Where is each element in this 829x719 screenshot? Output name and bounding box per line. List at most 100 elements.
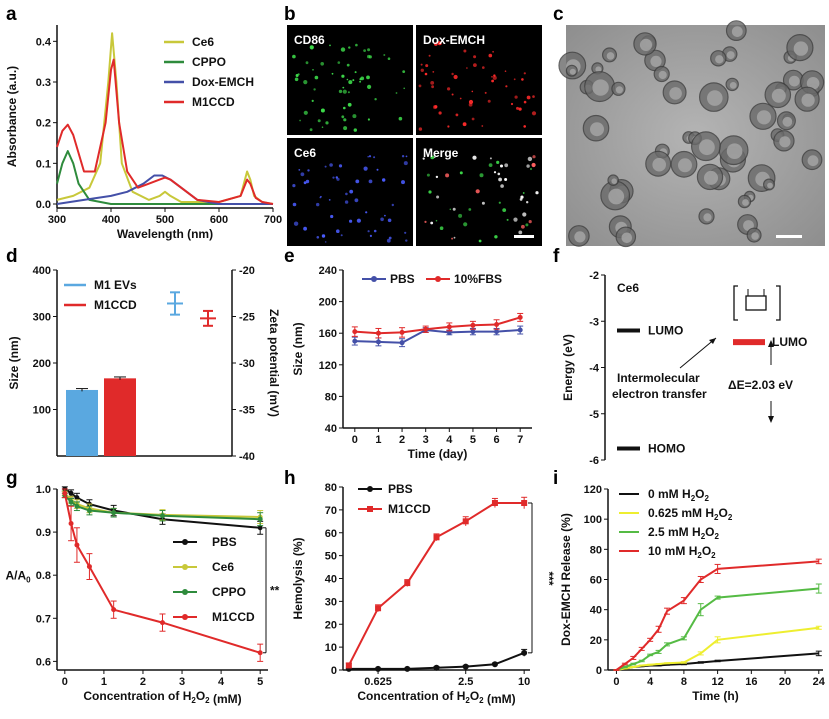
fluorescence-dot — [354, 198, 359, 203]
y-tick-label: 1.0 — [36, 484, 51, 496]
acceptor-lumo-label: LUMO — [772, 335, 807, 349]
vesicle-core — [592, 79, 609, 96]
fluorescence-dot — [430, 81, 435, 85]
fluorescence-dot — [453, 74, 458, 80]
vesicle-core — [569, 68, 576, 75]
x-tick-label: 600 — [210, 214, 228, 226]
y-tick-label: -4 — [589, 363, 600, 375]
y-tick-label: 0.3 — [36, 77, 51, 89]
fluorescence-dot — [387, 218, 392, 223]
fluorescence-dot — [473, 63, 477, 67]
x-tick-label: 5 — [257, 676, 263, 688]
fluorescence-dot — [432, 71, 435, 73]
ring — [745, 295, 767, 311]
data-point — [491, 661, 498, 668]
fluorescence-dot — [466, 67, 468, 69]
legend-label: Dox-EMCH — [192, 75, 254, 89]
fluorescence-dot — [459, 97, 462, 100]
x-tick-label: 2 — [399, 434, 405, 446]
series-line — [56, 150, 273, 205]
fluorescence-dot — [373, 156, 376, 159]
microscopy-grid: CD86 Dox-EMCH Ce6 Merge — [287, 25, 542, 246]
fluorescence-dot — [312, 69, 314, 71]
fluorescence-dot — [316, 202, 320, 207]
fluorescence-dot — [447, 125, 450, 128]
legend-label: CPPO — [212, 585, 246, 599]
fluorescence-dot — [488, 53, 493, 58]
data-point — [74, 542, 80, 548]
vesicle-core — [793, 41, 809, 56]
size-bar — [66, 389, 98, 456]
vesicle-core — [611, 178, 617, 184]
fluorescence-dot — [514, 95, 518, 99]
fluorescence-dot — [481, 201, 485, 205]
y-tick-label: 60 — [325, 528, 337, 540]
fluorescence-dot — [459, 171, 463, 175]
fluorescence-dot — [340, 234, 343, 237]
fluorescence-dot — [387, 57, 391, 60]
data-point — [257, 525, 263, 531]
fluorescence-dot — [293, 221, 299, 226]
fluorescence-dot — [451, 237, 454, 240]
y-tick-label: 20 — [325, 619, 337, 631]
fluorescence-dot — [500, 164, 503, 168]
fluorescence-dot — [363, 49, 366, 52]
fluorescence-dot — [439, 226, 444, 230]
legend-label: M1CCD — [212, 610, 255, 624]
y-tick-label: 60 — [590, 575, 602, 587]
legend-marker — [182, 564, 188, 570]
series-line — [616, 626, 819, 671]
x-tick-label: 6 — [494, 434, 500, 446]
fluorescence-dot — [482, 66, 485, 69]
fluorescence-dot — [354, 71, 357, 74]
y-tick-label: 30 — [325, 596, 337, 608]
fluorescence-dot — [513, 217, 518, 222]
fluorescence-dot — [489, 157, 492, 160]
fluorescence-dot — [487, 99, 491, 103]
panel-label-d: d — [6, 246, 18, 267]
vesicle-core — [615, 86, 624, 94]
fluorescence-dot — [523, 100, 527, 104]
panel-label-g: g — [6, 468, 18, 489]
fluorescence-dot — [529, 167, 533, 171]
x-axis-label: Concentration of H2O2 (mM) — [83, 689, 241, 706]
arrowhead — [768, 340, 774, 347]
y-axis-label: Size (nm) — [291, 322, 305, 375]
fluorescence-dot — [523, 72, 526, 75]
fluorescence-dot — [303, 226, 307, 231]
x-tick-label: 7 — [517, 434, 523, 446]
tem-image — [558, 20, 825, 248]
arrowhead — [768, 416, 774, 423]
fluorescence-dot — [522, 212, 527, 217]
fluorescence-dot — [348, 80, 353, 85]
y-axis-label: Absorbance (a.u.) — [5, 66, 19, 167]
data-point — [399, 340, 405, 346]
fluorescence-dot — [295, 74, 299, 77]
panel-label-i: i — [553, 468, 558, 489]
fluorescence-dot — [458, 213, 463, 218]
fluorescence-dot — [359, 80, 361, 83]
y-tick-label: -5 — [589, 409, 599, 421]
vesicle-core — [590, 122, 604, 137]
fluorescence-dot — [513, 78, 516, 81]
fluorescence-dot — [367, 230, 370, 233]
fluorescence-dot — [522, 192, 525, 194]
fluorescence-dot — [418, 127, 423, 131]
fluorescence-dot — [438, 111, 442, 115]
x-tick-label: 300 — [48, 214, 66, 226]
fluorescence-dot — [497, 172, 501, 176]
fluorescence-dot — [292, 202, 297, 207]
legend-label: PBS — [212, 535, 237, 549]
fluorescence-dot — [521, 78, 524, 81]
legend-marker — [371, 276, 377, 282]
data-point — [68, 520, 74, 526]
vesicle-core — [767, 182, 773, 189]
y-tick-label: 0.2 — [36, 118, 51, 130]
homo-label: HOMO — [648, 441, 685, 455]
fluorescence-dot — [535, 191, 539, 195]
chart-absorbance: 300 400 500 600 700 0.0 0.1 0.2 0.3 0.4 Wavelength… — [5, 25, 282, 241]
legend-label: CPPO — [192, 55, 226, 69]
fluorescence-dot — [455, 113, 459, 117]
fluorescence-dot — [510, 102, 514, 106]
data-point — [491, 500, 498, 507]
